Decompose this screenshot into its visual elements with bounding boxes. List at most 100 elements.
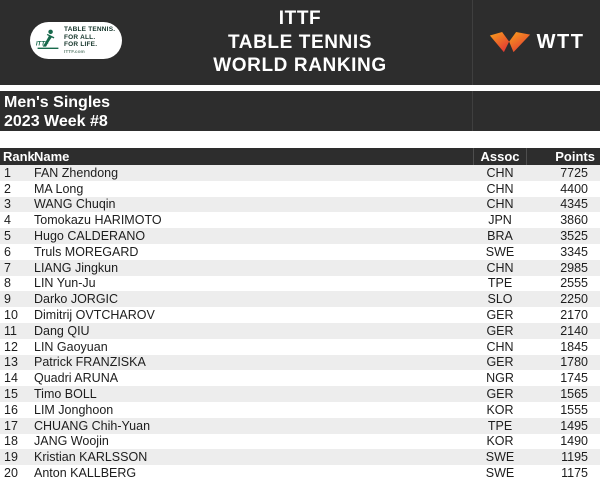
page-title-line: TABLE TENNIS [227, 31, 373, 53]
wtt-wordmark: WTT [536, 31, 585, 53]
assoc-cell: CHN [486, 197, 514, 212]
table-row[interactable]: 1 FAN Zhendong CHN 7725 [0, 165, 600, 181]
assoc-cell: GER [486, 355, 514, 370]
points-cell: 1845 [560, 339, 588, 354]
assoc-cell: CHN [486, 339, 514, 354]
table-row[interactable]: 14 Quadri ARUNA NGR 1745 [0, 370, 600, 387]
assoc-cell: SWE [485, 450, 515, 465]
assoc-cell: SWE [485, 466, 515, 481]
rank-cell: 9 [4, 292, 11, 307]
table-row[interactable]: 8 LIN Yun-Ju TPE 2555 [0, 275, 600, 292]
assoc-cell: GER [486, 308, 514, 323]
player-name-cell: LIN Gaoyuan [34, 339, 108, 354]
ittf-logo-text: TABLE TENNIS. FOR ALL. FOR LIFE. ITTF.co… [64, 26, 115, 55]
player-name-cell: Dang QIU [34, 323, 90, 338]
table-row[interactable]: 5 Hugo CALDERANO BRA 3525 [0, 228, 600, 244]
points-cell: 2140 [560, 323, 588, 338]
player-name-cell: WANG Chuqin [34, 197, 116, 212]
points-cell: 4345 [560, 197, 588, 212]
table-row[interactable]: 3 WANG Chuqin CHN 4345 [0, 196, 600, 213]
rank-cell: 1 [4, 165, 11, 180]
ittf-player-icon: ITTF [36, 29, 59, 49]
points-cell: 7725 [560, 165, 588, 180]
rank-cell: 10 [4, 308, 18, 323]
points-cell: 1780 [560, 355, 588, 370]
table-row[interactable]: 18 JANG Woojin KOR 1490 [0, 433, 600, 450]
assoc-cell: GER [486, 323, 514, 338]
points-cell: 1565 [560, 387, 588, 402]
table-row[interactable]: 13 Patrick FRANZISKA GER 1780 [0, 354, 600, 371]
table-header: Rank Name Assoc Points [0, 148, 600, 165]
rank-cell: 13 [4, 355, 18, 370]
table-body: 1 FAN Zhendong CHN 7725 2 MA Long CHN 44… [0, 165, 600, 481]
table-row[interactable]: 16 LIM Jonghoon KOR 1555 [0, 401, 600, 418]
assoc-cell: TPE [487, 276, 513, 291]
assoc-cell: JPN [488, 213, 512, 228]
player-name-cell: Kristian KARLSSON [34, 450, 148, 465]
wtt-logo[interactable]: WTT [472, 0, 600, 85]
table-row[interactable]: 15 Timo BOLL GER 1565 [0, 386, 600, 402]
points-cell: 2985 [560, 260, 588, 275]
rank-cell: 19 [4, 450, 18, 465]
ittf-logo[interactable]: ITTF TABLE TENNIS. FOR ALL. FOR LIFE. IT… [30, 22, 122, 59]
page-title: ITTF TABLE TENNIS WORLD RANKING [0, 7, 600, 78]
rank-cell: 16 [4, 402, 18, 417]
category-title: Men's Singles [4, 94, 111, 111]
rank-cell: 14 [4, 371, 18, 386]
table-row[interactable]: 6 Truls MOREGARD SWE 3345 [0, 243, 600, 260]
table-row[interactable]: 10 Dimitrij OVTCHAROV GER 2170 [0, 307, 600, 323]
table-row[interactable]: 12 LIN Gaoyuan CHN 1845 [0, 338, 600, 355]
assoc-cell: GER [486, 387, 514, 402]
assoc-cell: SLO [487, 292, 513, 307]
col-name: Name [34, 149, 70, 164]
player-name-cell: Hugo CALDERANO [34, 229, 146, 244]
col-points: Points [555, 149, 595, 164]
assoc-cell: CHN [486, 181, 514, 196]
rank-cell: 15 [4, 387, 18, 402]
player-name-cell: Anton KALLBERG [34, 466, 137, 481]
player-name-cell: Tomokazu HARIMOTO [34, 213, 162, 228]
assoc-cell: SWE [485, 244, 515, 259]
category-bar: Men's Singles 2023 Week #8 [0, 91, 600, 131]
table-row[interactable]: 4 Tomokazu HARIMOTO JPN 3860 [0, 212, 600, 229]
rank-cell: 7 [4, 260, 11, 275]
assoc-cell: BRA [487, 229, 513, 244]
assoc-cell: KOR [486, 434, 514, 449]
assoc-cell: CHN [486, 260, 514, 275]
points-cell: 2555 [560, 276, 588, 291]
table-row[interactable]: 19 Kristian KARLSSON SWE 1195 [0, 449, 600, 466]
points-cell: 1555 [560, 402, 588, 417]
assoc-cell: TPE [487, 418, 513, 433]
player-name-cell: Timo BOLL [34, 387, 97, 402]
player-name-cell: LIM Jonghoon [34, 402, 114, 417]
table-row[interactable]: 20 Anton KALLBERG SWE 1175 [0, 465, 600, 481]
player-name-cell: Quadri ARUNA [34, 371, 119, 386]
rank-cell: 11 [4, 323, 17, 338]
ittf-tagline-line: TABLE TENNIS. [64, 26, 116, 33]
player-name-cell: Patrick FRANZISKA [34, 355, 146, 370]
points-cell: 3525 [560, 229, 588, 244]
rank-cell: 12 [4, 339, 18, 354]
points-cell: 1490 [560, 434, 588, 449]
points-cell: 2170 [560, 308, 588, 323]
rank-cell: 17 [4, 418, 18, 433]
page-header: ITTF TABLE TENNIS. FOR ALL. FOR LIFE. IT… [0, 0, 600, 85]
rank-cell: 6 [4, 244, 11, 259]
player-name-cell: LIANG Jingkun [34, 260, 119, 275]
table-row[interactable]: 11 Dang QIU GER 2140 [0, 322, 600, 339]
player-name-cell: Truls MOREGARD [34, 244, 139, 259]
player-name-cell: LIN Yun-Ju [34, 276, 96, 291]
ittf-website-label: ITTF.com [64, 50, 85, 55]
table-row[interactable]: 9 Darko JORGIC SLO 2250 [0, 291, 600, 308]
player-name-cell: CHUANG Chih-Yuan [34, 418, 151, 433]
rank-cell: 2 [4, 181, 11, 196]
player-name-cell: Dimitrij OVTCHAROV [34, 308, 155, 323]
table-row[interactable]: 7 LIANG Jingkun CHN 2985 [0, 259, 600, 276]
table-row[interactable]: 2 MA Long CHN 4400 [0, 180, 600, 197]
col-assoc: Assoc [473, 148, 527, 165]
wtt-w-icon [489, 32, 530, 53]
rank-cell: 3 [4, 197, 11, 212]
points-cell: 1195 [561, 450, 588, 465]
table-row[interactable]: 17 CHUANG Chih-Yuan TPE 1495 [0, 417, 600, 434]
